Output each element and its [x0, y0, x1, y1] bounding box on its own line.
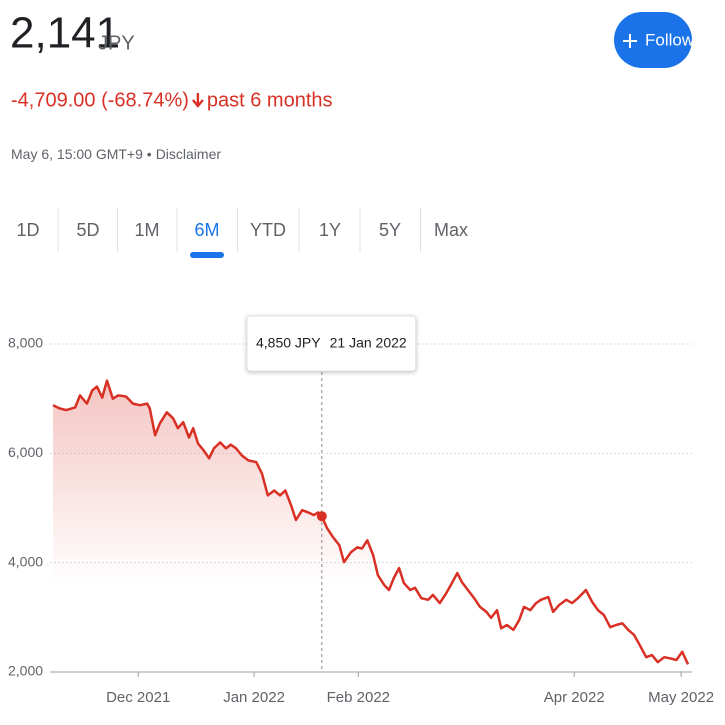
x-tick-label: Apr 2022: [544, 689, 605, 706]
tab[interactable]: 5Y: [379, 220, 401, 240]
disclaimer-link[interactable]: Disclaimer: [156, 146, 222, 162]
period: past 6 months: [207, 89, 333, 111]
tooltip-date: 21 Jan 2022: [330, 335, 407, 351]
tooltip-box: [246, 315, 417, 372]
y-tick-label: 6,000: [8, 444, 43, 460]
tab[interactable]: 1Y: [319, 220, 341, 240]
timestamp-text: May 6, 15:00 GMT+9 •: [11, 146, 152, 162]
tab[interactable]: 6M: [194, 220, 219, 240]
price-line: [52, 379, 690, 665]
x-tick-label: Jan 2022: [223, 689, 285, 706]
tab[interactable]: YTD: [250, 220, 286, 240]
y-tick-label: 8,000: [8, 335, 43, 351]
hover-point: [316, 511, 327, 522]
follow-button-bg[interactable]: [614, 12, 692, 68]
x-tick-label: Dec 2021: [106, 689, 170, 706]
tab-underline: [190, 252, 224, 258]
follow-label[interactable]: Follow: [645, 30, 695, 49]
tab[interactable]: Max: [434, 220, 468, 240]
follow-button[interactable]: Follow: [614, 12, 695, 68]
range-tabs: 1D 5D 1M 6M YTD 1Y 5Y Max: [16, 208, 468, 258]
change: -4,709.00 (-68.74%): [11, 89, 189, 111]
tab[interactable]: 5D: [76, 220, 99, 240]
chart: 2,000 4,000 6,000 8,000 Dec 2021 Jan 2022 Feb …: [8, 315, 714, 706]
x-tick-label: May 2022: [648, 689, 714, 706]
currency: JPY: [98, 32, 135, 54]
down-arrow: [191, 93, 204, 108]
tab[interactable]: 1D: [16, 220, 39, 240]
y-tick-label: 2,000: [8, 663, 43, 679]
plus-icon[interactable]: [623, 34, 637, 48]
timestamp: May 6, 15:00 GMT+9 • Disclaimer: [11, 146, 221, 162]
price-area: [53, 380, 688, 672]
y-tick-label: 4,000: [8, 553, 43, 569]
tab[interactable]: 1M: [134, 220, 159, 240]
price: 2,141: [10, 9, 120, 58]
x-tick-label: Feb 2022: [327, 689, 390, 706]
tooltip-value: 4,850 JPY: [256, 335, 321, 351]
